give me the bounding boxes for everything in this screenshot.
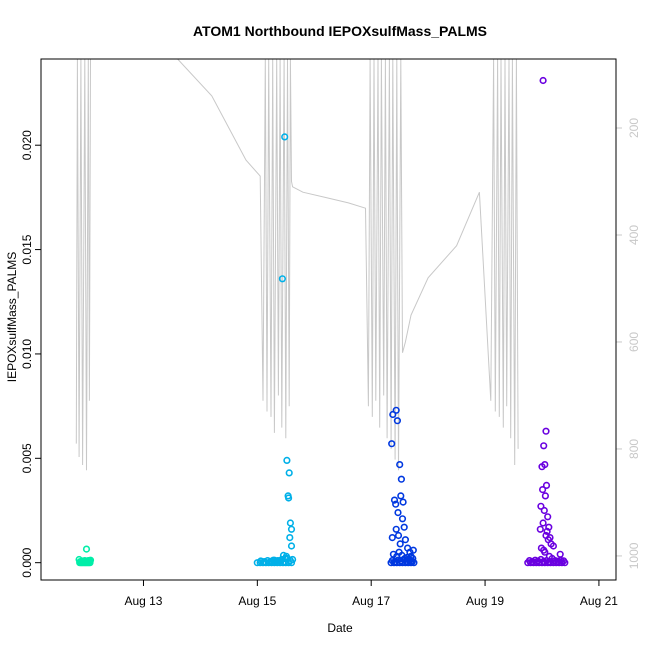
- data-point: [285, 469, 293, 477]
- data-point: [84, 556, 92, 565]
- chart-title: ATOM1 Northbound IEPOXsulfMass_PALMS: [193, 23, 487, 39]
- data-point: [539, 76, 547, 85]
- data-point: [388, 440, 396, 448]
- data-point: [542, 481, 551, 490]
- x-tick-label: Aug 21: [580, 594, 618, 608]
- series-3: [387, 406, 418, 567]
- data-point: [393, 417, 402, 425]
- data-point: [286, 519, 295, 527]
- data-point: [392, 500, 400, 508]
- data-point: [277, 556, 285, 565]
- data-point: [257, 557, 265, 565]
- data-point: [396, 540, 404, 548]
- data-point: [392, 406, 400, 414]
- data-point: [401, 536, 410, 544]
- data-point: [392, 525, 400, 533]
- data-point: [398, 515, 407, 523]
- data-point: [559, 557, 568, 565]
- data-point: [388, 533, 396, 542]
- altitude-line: [75, 58, 519, 471]
- data-point: [396, 461, 404, 469]
- data-point: [287, 525, 296, 533]
- data-point: [541, 492, 550, 500]
- right-tick-label: 800: [627, 439, 641, 459]
- data-point: [409, 546, 417, 554]
- data-point: [539, 519, 547, 527]
- data-point: [543, 527, 551, 536]
- data-point: [541, 548, 549, 556]
- data-point: [408, 556, 416, 565]
- data-point: [538, 463, 546, 471]
- data-point: [393, 552, 401, 561]
- y-tick-label: 0.005: [20, 443, 34, 473]
- data-point: [281, 133, 289, 141]
- data-point: [286, 533, 294, 542]
- data-point: [82, 545, 91, 553]
- plot-frame: [40, 58, 617, 581]
- data-point: [268, 557, 276, 565]
- data-point: [389, 410, 397, 419]
- data-point: [537, 502, 545, 510]
- x-tick-label: Aug 15: [238, 594, 276, 608]
- data-point: [536, 525, 544, 533]
- points-layer: [75, 76, 569, 567]
- data-point: [544, 513, 552, 521]
- series-4: [524, 76, 569, 567]
- data-point: [556, 550, 564, 558]
- data-point: [401, 554, 409, 563]
- x-tick-label: Aug 17: [352, 594, 390, 608]
- x-tick-label: Aug 13: [124, 594, 162, 608]
- x-tick-label: Aug 19: [466, 594, 504, 608]
- y-tick-label: 0.000: [20, 547, 34, 577]
- right-tick-label: 1000: [627, 542, 641, 569]
- data-point: [285, 494, 293, 502]
- data-point: [397, 492, 405, 500]
- data-point: [545, 552, 554, 561]
- data-point: [399, 498, 407, 506]
- data-point: [394, 531, 403, 540]
- y-tick-label: 0.015: [20, 234, 34, 264]
- right-tick-label: 200: [627, 118, 641, 138]
- y-tick-label: 0.020: [20, 130, 34, 160]
- data-point: [278, 275, 287, 283]
- altitude-layer: [75, 58, 519, 471]
- data-point: [540, 506, 548, 515]
- data-point: [75, 555, 83, 564]
- data-point: [287, 542, 296, 550]
- y-tick-label: 0.010: [20, 339, 34, 369]
- right-tick-label: 400: [627, 225, 641, 245]
- data-point: [540, 442, 548, 450]
- data-point: [390, 496, 399, 504]
- data-point: [283, 456, 291, 465]
- data-point: [394, 508, 402, 517]
- y-axis-label: IEPOXsulfMass_PALMS: [5, 252, 19, 383]
- data-point: [542, 427, 550, 435]
- data-point: [538, 486, 547, 494]
- data-point: [547, 540, 555, 548]
- data-point: [400, 523, 408, 531]
- series-1: [75, 545, 95, 567]
- data-point: [397, 475, 406, 483]
- data-point: [289, 555, 297, 564]
- series-2: [253, 133, 297, 567]
- x-axis-label: Date: [327, 621, 353, 635]
- right-tick-label: 600: [627, 332, 641, 352]
